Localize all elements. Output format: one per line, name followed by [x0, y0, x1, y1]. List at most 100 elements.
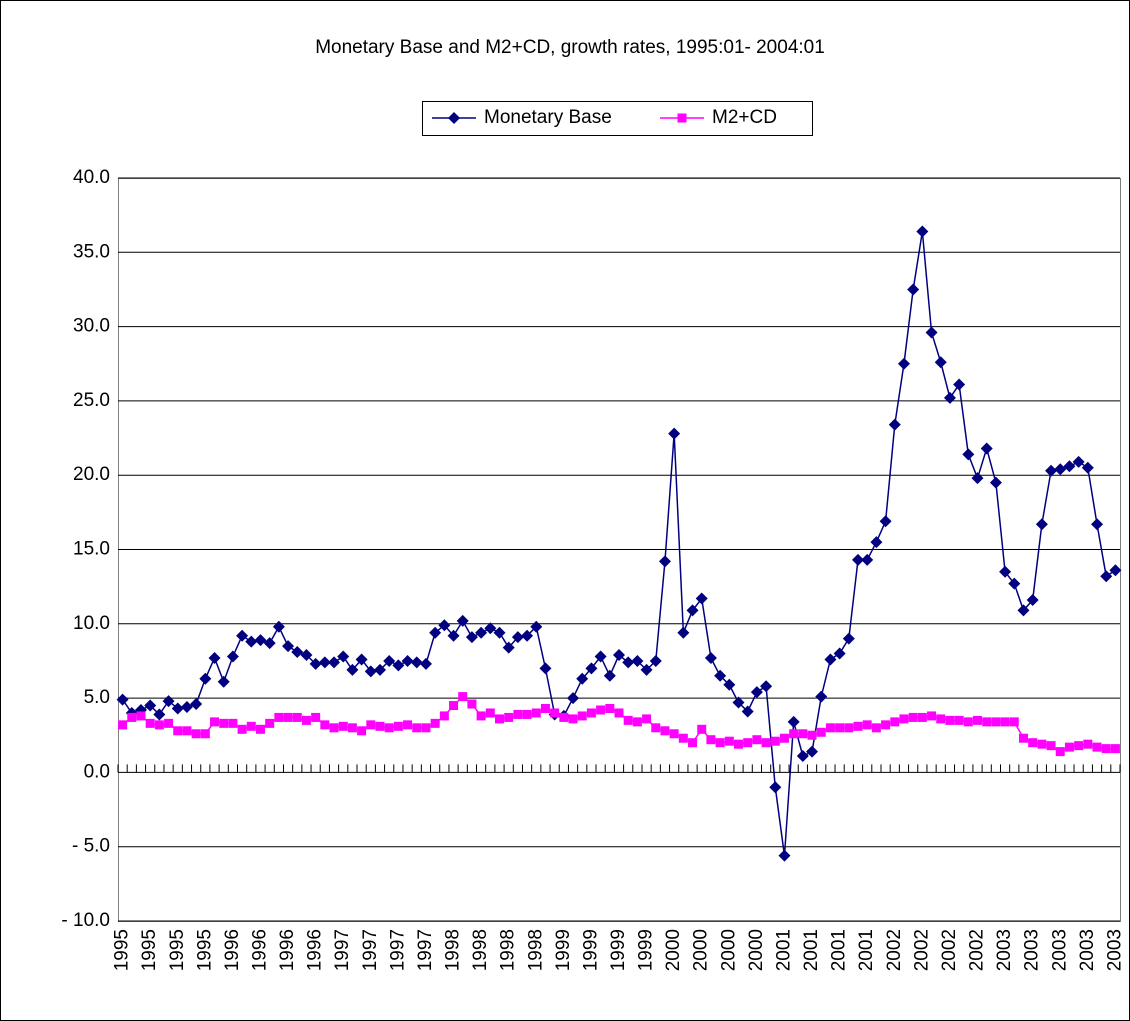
marker	[1000, 717, 1010, 727]
marker	[493, 626, 506, 639]
marker	[991, 717, 1001, 727]
x-tick-label: 2003	[1104, 929, 1125, 971]
marker	[392, 659, 405, 672]
marker	[953, 378, 966, 391]
marker	[1018, 733, 1028, 743]
marker	[282, 640, 295, 653]
chart-title: Monetary Base and M2+CD, growth rates, 1…	[315, 37, 825, 58]
x-tick-label: 1999	[580, 929, 601, 971]
marker	[475, 626, 488, 639]
marker	[329, 723, 339, 733]
marker	[651, 723, 661, 733]
marker	[695, 592, 708, 605]
marker	[162, 695, 175, 708]
marker	[154, 720, 164, 730]
marker	[798, 729, 808, 739]
x-tick-label: 2001	[801, 929, 822, 971]
y-tick-label: 35.0	[73, 241, 110, 262]
marker	[833, 647, 846, 660]
marker	[263, 637, 276, 650]
marker	[807, 730, 817, 740]
marker	[890, 717, 900, 727]
marker	[770, 736, 780, 746]
x-tick-label: 1995	[139, 929, 160, 971]
x-tick-label: 1995	[167, 929, 188, 971]
marker	[688, 738, 698, 748]
marker	[962, 448, 975, 461]
marker	[540, 704, 550, 714]
marker	[300, 649, 313, 662]
marker	[586, 708, 596, 718]
marker	[447, 629, 460, 642]
x-tick-label: 1995	[194, 929, 215, 971]
marker	[927, 711, 937, 721]
marker	[410, 656, 423, 669]
marker	[669, 729, 679, 739]
marker	[1028, 738, 1038, 748]
marker	[825, 723, 835, 733]
x-tick-label: 2002	[884, 929, 905, 971]
x-tick-label: 1998	[470, 929, 491, 971]
marker	[456, 614, 469, 627]
marker	[732, 696, 745, 709]
marker	[907, 283, 920, 296]
marker	[539, 662, 552, 675]
marker	[741, 705, 754, 718]
marker	[210, 717, 220, 727]
marker	[301, 715, 311, 725]
marker	[897, 357, 910, 370]
marker	[660, 726, 670, 736]
marker	[311, 712, 321, 722]
y-tick-label: - 5.0	[72, 836, 110, 857]
y-tick-label: 25.0	[73, 390, 110, 411]
marker	[796, 750, 809, 763]
marker	[787, 715, 800, 728]
y-tick-label: 20.0	[73, 464, 110, 485]
marker	[943, 391, 956, 404]
marker	[934, 356, 947, 369]
marker	[237, 724, 247, 734]
marker	[750, 686, 763, 699]
marker	[393, 721, 403, 731]
marker	[357, 726, 367, 736]
marker	[419, 657, 432, 670]
marker	[1064, 742, 1074, 752]
marker	[355, 653, 368, 666]
marker	[596, 705, 606, 715]
marker	[384, 723, 394, 733]
marker	[309, 657, 322, 670]
marker	[1091, 518, 1104, 531]
marker	[734, 739, 744, 749]
marker	[1101, 744, 1111, 754]
marker	[190, 698, 203, 711]
marker	[760, 680, 773, 693]
marker	[401, 654, 414, 667]
marker	[502, 641, 515, 654]
marker	[862, 720, 872, 730]
marker	[945, 715, 955, 725]
marker	[246, 721, 256, 731]
marker	[255, 724, 265, 734]
marker	[971, 472, 984, 485]
x-tick-label: 1999	[608, 929, 629, 971]
marker	[373, 663, 386, 676]
marker	[421, 723, 431, 733]
marker	[881, 720, 891, 730]
marker	[485, 708, 495, 718]
marker	[816, 727, 826, 737]
marker	[236, 629, 249, 642]
marker	[1092, 742, 1102, 752]
x-tick-label: 2002	[967, 929, 988, 971]
marker	[531, 708, 541, 718]
marker	[861, 553, 874, 566]
marker	[136, 711, 146, 721]
marker	[778, 849, 791, 862]
marker	[844, 723, 854, 733]
marker	[318, 656, 331, 669]
marker	[511, 631, 524, 644]
marker	[467, 699, 477, 709]
x-tick-label: 1996	[222, 929, 243, 971]
marker	[815, 690, 828, 703]
marker	[347, 723, 357, 733]
